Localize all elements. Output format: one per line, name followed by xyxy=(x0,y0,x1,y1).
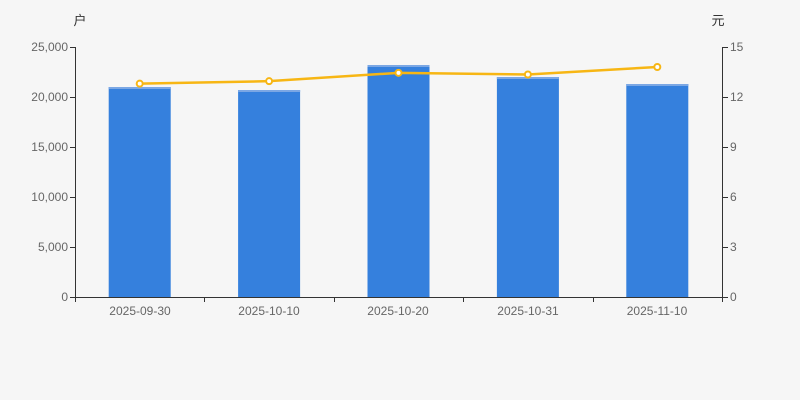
bar-top-edge xyxy=(367,65,430,67)
left-axis-unit-label: 户 xyxy=(73,13,87,28)
price-line-marker[interactable] xyxy=(394,68,403,77)
bar[interactable] xyxy=(367,65,430,297)
left-axis-tick-label: 25,000 xyxy=(31,40,68,54)
right-axis-tick-label: 12 xyxy=(730,90,744,104)
left-axis-tick-label: 15,000 xyxy=(31,140,68,154)
price-line-marker[interactable] xyxy=(135,79,144,88)
right-axis-tick-label: 9 xyxy=(730,140,737,154)
bar[interactable] xyxy=(238,90,301,297)
price-line-marker[interactable] xyxy=(653,63,662,71)
left-axis-tick-label: 5,000 xyxy=(37,240,68,254)
price-line-marker[interactable] xyxy=(265,77,274,86)
right-axis-tick-label: 3 xyxy=(730,240,737,254)
bar-top-edge xyxy=(108,87,171,89)
x-axis-date-label: 2025-11-10 xyxy=(626,304,688,318)
bar-top-edge xyxy=(626,84,689,86)
left-axis-tick-label: 0 xyxy=(61,290,68,304)
bar[interactable] xyxy=(626,84,689,297)
price-line-marker[interactable] xyxy=(523,70,532,79)
bar[interactable] xyxy=(108,87,171,297)
left-axis-tick-label: 20,000 xyxy=(31,90,68,104)
bar[interactable] xyxy=(496,77,559,297)
right-axis-unit-label: 元 xyxy=(711,13,725,28)
x-axis-date-label: 2025-10-31 xyxy=(497,304,559,318)
bar-top-edge xyxy=(238,90,301,92)
x-axis-date-label: 2025-10-10 xyxy=(238,304,300,318)
right-axis-tick-label: 0 xyxy=(730,290,737,304)
left-axis-tick-label: 10,000 xyxy=(31,190,68,204)
right-axis-tick-label: 6 xyxy=(730,190,737,204)
right-axis-tick-label: 15 xyxy=(730,40,744,54)
x-axis-date-label: 2025-09-30 xyxy=(109,304,171,318)
x-axis-date-label: 2025-10-20 xyxy=(367,304,429,318)
